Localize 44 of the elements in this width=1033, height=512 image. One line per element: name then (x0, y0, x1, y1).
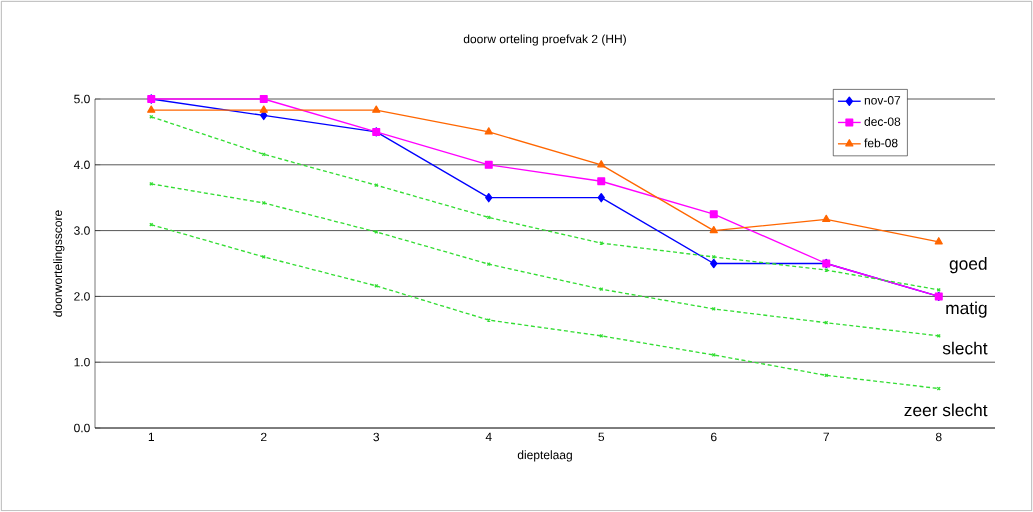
point (709, 225, 718, 234)
y-tick-label: 2.0 (74, 292, 90, 301)
point (597, 193, 605, 203)
point (259, 95, 268, 103)
legend-label: feb-08 (864, 138, 898, 148)
y-axis-title: doorwortelingsscore (53, 210, 65, 317)
annotation: zeer slecht (904, 403, 988, 417)
x-tick-label: 6 (711, 432, 717, 442)
y-tick-label: 5.0 (74, 94, 90, 104)
y-tick-label: 1.0 (74, 357, 90, 367)
point (486, 215, 491, 220)
y-tick-label: 0.0 (74, 423, 90, 433)
point (484, 127, 493, 135)
x-tick-label: 2 (261, 432, 267, 442)
point (711, 352, 716, 358)
x-axis-title: dieptelaag (517, 450, 572, 462)
point (484, 160, 493, 169)
chart-title: doorw orteling proefvak 2 (HH) (463, 34, 626, 46)
point (936, 386, 941, 391)
point (147, 105, 156, 113)
point (824, 268, 829, 273)
legend-label: dec-08 (864, 117, 901, 126)
point (372, 105, 381, 113)
point (597, 177, 606, 186)
x-tick-label: 3 (373, 432, 380, 442)
legend-label: nov-07 (864, 96, 901, 105)
x-tick-label: 7 (823, 432, 829, 441)
y-tick-label: 4.0 (73, 160, 90, 170)
point (485, 193, 493, 203)
point (597, 160, 606, 168)
annotation: slecht (942, 341, 988, 355)
point (710, 258, 718, 269)
point (259, 105, 268, 113)
point (822, 214, 831, 223)
x-tick-label: 1 (148, 432, 154, 441)
x-tick-label: 5 (598, 432, 605, 442)
x-tick-label: 8 (935, 432, 942, 442)
point (261, 200, 266, 206)
annotation: matig (946, 301, 987, 318)
annotation: goed (949, 257, 987, 274)
x-tick-label: 4 (485, 432, 492, 441)
point (709, 210, 718, 219)
point (934, 237, 943, 245)
y-tick-label: 3.0 (74, 226, 90, 235)
